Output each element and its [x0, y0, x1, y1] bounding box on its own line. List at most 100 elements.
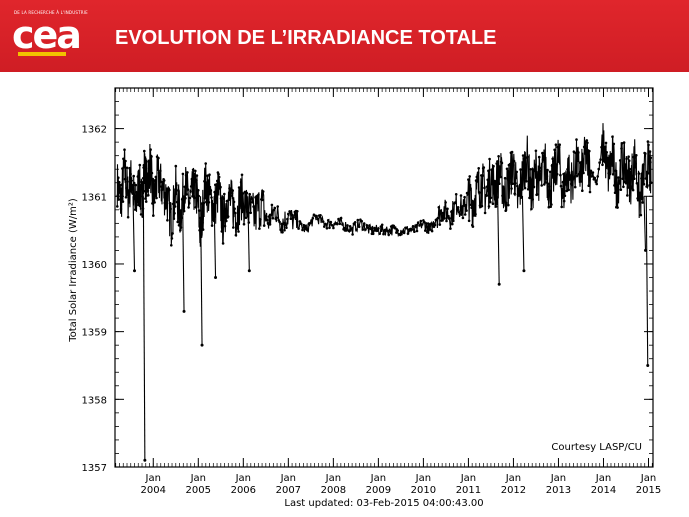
series-point	[551, 157, 554, 161]
series-point	[368, 224, 371, 227]
series-point	[344, 229, 348, 232]
series-point	[303, 224, 307, 228]
series-dip	[643, 196, 647, 251]
series-point	[466, 192, 470, 196]
series-point	[162, 179, 166, 182]
series-point	[155, 196, 158, 200]
series-point	[468, 175, 472, 178]
series-dip-point	[214, 276, 218, 279]
y-tick-label: 1357	[82, 463, 107, 474]
series-point	[357, 225, 361, 228]
series-point	[268, 223, 272, 226]
series-dip	[521, 196, 525, 271]
series-point	[564, 175, 568, 178]
series-point	[475, 175, 479, 179]
series-point	[225, 199, 229, 203]
series-point	[116, 205, 119, 208]
x-tick-label-month: Jan	[640, 473, 656, 484]
series-point	[582, 171, 585, 175]
series-point	[201, 221, 204, 225]
series-point	[131, 192, 134, 195]
series-point	[262, 224, 266, 227]
series-point	[546, 168, 549, 172]
series-point	[477, 167, 481, 170]
series-point	[600, 145, 603, 149]
series-point	[296, 210, 299, 213]
series-point	[507, 203, 510, 207]
series-point	[512, 163, 515, 167]
series-point	[569, 174, 572, 178]
x-tick-label-month: Jan	[190, 473, 206, 484]
series-point	[290, 213, 294, 217]
series-point	[224, 208, 227, 211]
series-point	[184, 174, 188, 177]
series-point	[495, 162, 499, 165]
series-point	[463, 195, 466, 199]
series-point	[532, 185, 536, 189]
x-tick-label-month: Jan	[145, 473, 161, 484]
series-point	[176, 220, 179, 224]
series-dip	[247, 196, 250, 271]
series-point	[508, 162, 512, 166]
x-axis-label: Last updated: 03-Feb-2015 04:00:43.00	[284, 498, 483, 509]
series-point	[387, 233, 391, 237]
series-point	[503, 176, 507, 180]
series-point	[426, 231, 429, 234]
series-point	[346, 224, 349, 227]
series-point	[490, 182, 494, 186]
series-point	[424, 229, 427, 232]
series-point	[267, 215, 271, 218]
series-dip	[497, 196, 500, 285]
series-point	[628, 167, 632, 171]
y-tick-label: 1359	[82, 328, 107, 339]
series-point	[609, 162, 612, 165]
series-point	[545, 174, 549, 178]
series-point	[611, 135, 614, 138]
series-point	[208, 173, 211, 176]
series-point	[499, 175, 502, 179]
courtesy-annotation: Courtesy LASP/CU	[551, 442, 642, 453]
series-point	[175, 183, 178, 187]
series-point	[626, 186, 630, 189]
series-point	[467, 178, 470, 181]
series-point	[201, 228, 205, 231]
series-point	[627, 159, 631, 162]
series-point	[544, 181, 547, 184]
series-point	[415, 229, 419, 233]
series-point	[436, 216, 440, 220]
series-point	[248, 192, 251, 196]
series-point	[170, 244, 173, 247]
series-point	[222, 197, 225, 200]
series-point	[168, 201, 172, 205]
series-point	[151, 202, 154, 205]
series-point	[647, 172, 651, 175]
series-point	[128, 166, 131, 170]
series-point	[550, 164, 554, 167]
series-point	[530, 195, 534, 198]
series-point	[639, 213, 643, 217]
series-point	[129, 176, 133, 180]
series-dip-point	[133, 269, 137, 273]
series-point	[306, 229, 309, 232]
series-point	[214, 190, 218, 194]
series-point	[492, 191, 496, 195]
series-point	[523, 157, 526, 161]
series-point	[175, 200, 179, 204]
series-point	[465, 209, 468, 212]
series-point	[590, 175, 594, 178]
logo-accent-bar	[18, 52, 66, 56]
series-point	[139, 213, 143, 216]
series-point	[443, 217, 446, 220]
series-dip	[132, 196, 136, 271]
series-point	[493, 179, 497, 183]
series-point	[129, 172, 132, 176]
series-point	[605, 151, 608, 154]
series-point	[147, 194, 150, 197]
series-point	[166, 219, 169, 222]
series-point	[631, 188, 635, 192]
series-dip	[142, 196, 146, 461]
x-tick-label-year: 2011	[456, 485, 481, 496]
series-point	[366, 226, 370, 229]
series-point	[137, 203, 140, 207]
series-point	[136, 175, 140, 178]
